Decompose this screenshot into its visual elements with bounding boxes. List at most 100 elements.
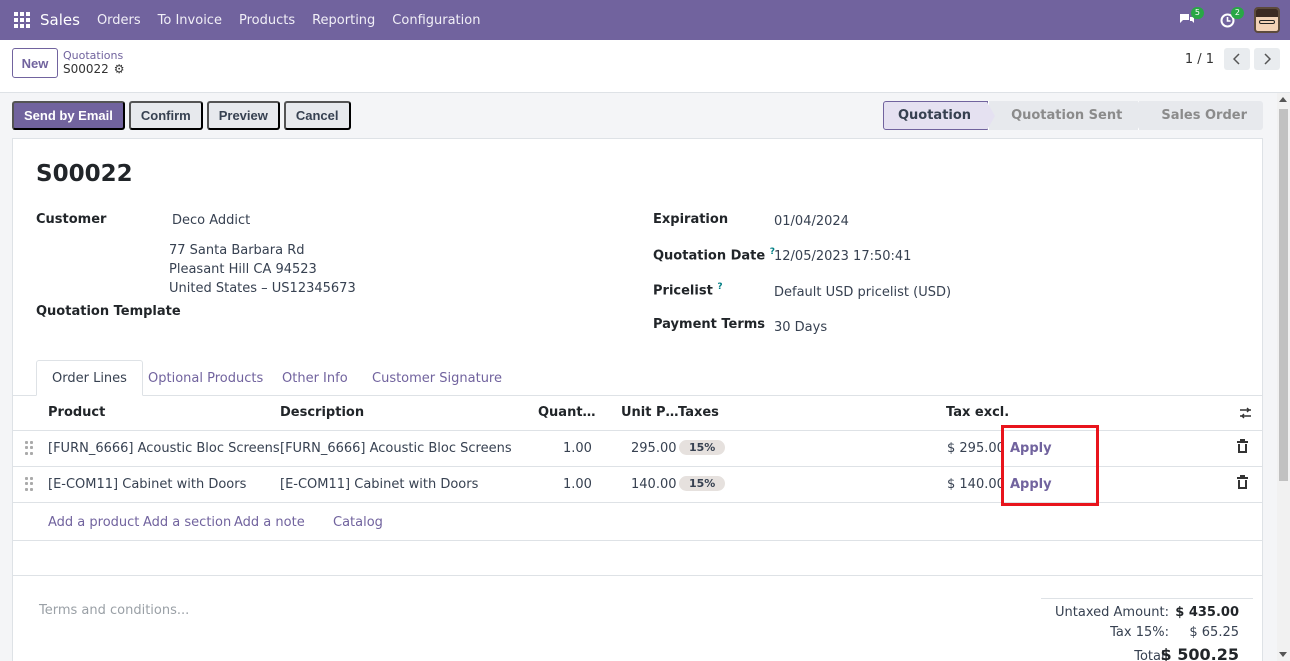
scroll-down-icon[interactable]	[1279, 652, 1287, 657]
form-sheet: S00022 Customer Deco Addict 77 Santa Bar…	[12, 138, 1263, 661]
drag-handle-icon[interactable]	[25, 477, 33, 491]
row-quantity[interactable]: 1.00	[563, 477, 592, 492]
stage-sales-order[interactable]: Sales Order	[1138, 101, 1263, 130]
total-label: Total:	[1134, 649, 1169, 661]
address-line: Pleasant Hill CA 94523	[169, 262, 317, 277]
previous-record-button[interactable]	[1224, 48, 1250, 70]
expiration-field[interactable]: 01/04/2024	[774, 214, 849, 229]
totals-summary: Untaxed Amount: $ 435.00 Tax 15%: $ 65.2…	[1041, 598, 1253, 661]
pricelist-label: Pricelist ?	[653, 282, 723, 298]
quotation-date-field[interactable]: 12/05/2023 17:50:41	[774, 249, 912, 264]
help-icon[interactable]: ?	[717, 282, 723, 292]
trash-icon[interactable]	[1237, 475, 1248, 489]
menu-products[interactable]: Products	[238, 12, 296, 28]
scroll-thumb[interactable]	[1279, 109, 1288, 481]
top-navbar: Sales Orders To Invoice Products Reporti…	[0, 0, 1290, 40]
payment-terms-field[interactable]: 30 Days	[774, 320, 828, 335]
breadcrumb-current: S00022 ⚙	[63, 62, 125, 76]
row-product[interactable]: [FURN_6666] Acoustic Bloc Screens	[48, 441, 280, 456]
customer-label: Customer	[36, 212, 107, 227]
pricelist-label-text: Pricelist	[653, 283, 713, 299]
apply-button[interactable]: Apply	[1010, 477, 1052, 492]
drag-handle-icon[interactable]	[25, 441, 33, 455]
total-value: $ 500.25	[1160, 645, 1239, 661]
table-row[interactable]: [FURN_6666] Acoustic Bloc Screens [FURN_…	[13, 431, 1262, 467]
add-line-links: Add a product Add a section Add a note C…	[13, 504, 1262, 541]
confirm-button[interactable]: Confirm	[128, 101, 203, 130]
menu-reporting[interactable]: Reporting	[312, 12, 376, 28]
tax-badge[interactable]: 15%	[679, 476, 726, 491]
new-button[interactable]: New	[12, 48, 58, 78]
expiration-label: Expiration	[653, 212, 729, 227]
activity-badge: 2	[1230, 7, 1244, 19]
row-subtotal: $ 295.00	[947, 441, 1005, 456]
untaxed-label: Untaxed Amount:	[1055, 605, 1169, 620]
column-unit-price[interactable]: Unit P…	[621, 405, 679, 420]
quotation-template-label: Quotation Template	[36, 304, 181, 319]
column-product[interactable]: Product	[48, 405, 106, 420]
messages-badge: 5	[1190, 7, 1204, 19]
stage-quotation[interactable]: Quotation	[882, 101, 996, 130]
column-description[interactable]: Description	[280, 405, 365, 420]
menu-to-invoice[interactable]: To Invoice	[157, 12, 222, 28]
terms-and-conditions-field[interactable]: Terms and conditions...	[39, 603, 190, 618]
optional-columns-icon[interactable]	[1239, 407, 1252, 423]
customer-field[interactable]: Deco Addict	[172, 213, 251, 228]
menu-configuration[interactable]: Configuration	[392, 12, 481, 28]
tab-optional-products[interactable]: Optional Products	[148, 370, 264, 386]
scroll-up-icon[interactable]	[1279, 97, 1287, 102]
tax-badge[interactable]: 15%	[679, 440, 726, 455]
add-note-link[interactable]: Add a note	[234, 515, 305, 530]
table-row[interactable]: [E-COM11] Cabinet with Doors [E-COM11] C…	[13, 467, 1262, 503]
tab-other-info[interactable]: Other Info	[282, 370, 348, 386]
chevron-left-icon	[1233, 53, 1240, 65]
catalog-link[interactable]: Catalog	[333, 515, 383, 530]
row-unit-price[interactable]: 295.00	[631, 441, 677, 456]
notebook-tabs: Order Lines Optional Products Other Info…	[13, 360, 1262, 396]
activity-clock-icon[interactable]: 2	[1214, 7, 1244, 33]
row-unit-price[interactable]: 140.00	[631, 477, 677, 492]
control-panel: New Quotations S00022 ⚙ 1 / 1	[0, 40, 1290, 93]
send-by-email-button[interactable]: Send by Email	[12, 101, 125, 130]
apply-highlight-box	[1001, 425, 1099, 506]
tab-customer-signature[interactable]: Customer Signature	[372, 370, 502, 386]
apps-grid-icon[interactable]	[14, 12, 30, 28]
row-quantity[interactable]: 1.00	[563, 441, 592, 456]
stage-quotation-sent[interactable]: Quotation Sent	[988, 101, 1147, 130]
action-bar: Send by Email Confirm Preview Cancel	[12, 101, 351, 130]
quotation-date-label-text: Quotation Date	[653, 248, 766, 264]
page-scrollbar[interactable]	[1277, 93, 1290, 661]
row-description[interactable]: [FURN_6666] Acoustic Bloc Screens	[280, 441, 512, 456]
column-quantity[interactable]: Quant…	[538, 405, 596, 420]
row-subtotal: $ 140.00	[947, 477, 1005, 492]
quotation-date-label: Quotation Date ?	[653, 247, 775, 263]
trash-icon[interactable]	[1237, 439, 1248, 453]
menu-orders[interactable]: Orders	[96, 12, 141, 28]
order-lines-header: Product Description Quant… Unit P… Taxes…	[13, 396, 1262, 431]
messages-icon[interactable]: 5	[1174, 7, 1204, 33]
preview-button[interactable]: Preview	[206, 101, 280, 130]
tax-value: $ 65.25	[1189, 625, 1239, 640]
gear-icon[interactable]: ⚙	[113, 62, 125, 76]
help-icon[interactable]: ?	[769, 247, 775, 257]
payment-terms-label: Payment Terms	[653, 317, 766, 332]
breadcrumb-quotations[interactable]: Quotations	[63, 49, 124, 62]
row-description[interactable]: [E-COM11] Cabinet with Doors	[280, 477, 479, 492]
add-product-link[interactable]: Add a product	[48, 515, 140, 530]
pager-value[interactable]: 1 / 1	[1184, 51, 1214, 67]
next-record-button[interactable]	[1254, 48, 1280, 70]
user-avatar[interactable]	[1254, 7, 1280, 33]
add-section-link[interactable]: Add a section	[143, 515, 232, 530]
app-name[interactable]: Sales	[40, 11, 80, 29]
row-product[interactable]: [E-COM11] Cabinet with Doors	[48, 477, 247, 492]
tab-order-lines[interactable]: Order Lines	[36, 360, 143, 396]
column-tax-excl[interactable]: Tax excl.	[946, 405, 1010, 420]
chevron-right-icon	[1264, 53, 1271, 65]
pricelist-field[interactable]: Default USD pricelist (USD)	[774, 285, 952, 300]
divider	[13, 575, 1262, 576]
address-line: United States – US12345673	[169, 281, 356, 296]
cancel-button[interactable]: Cancel	[283, 101, 351, 130]
apply-button[interactable]: Apply	[1010, 441, 1052, 456]
breadcrumb-current-label: S00022	[63, 62, 109, 76]
column-taxes[interactable]: Taxes	[678, 405, 719, 420]
